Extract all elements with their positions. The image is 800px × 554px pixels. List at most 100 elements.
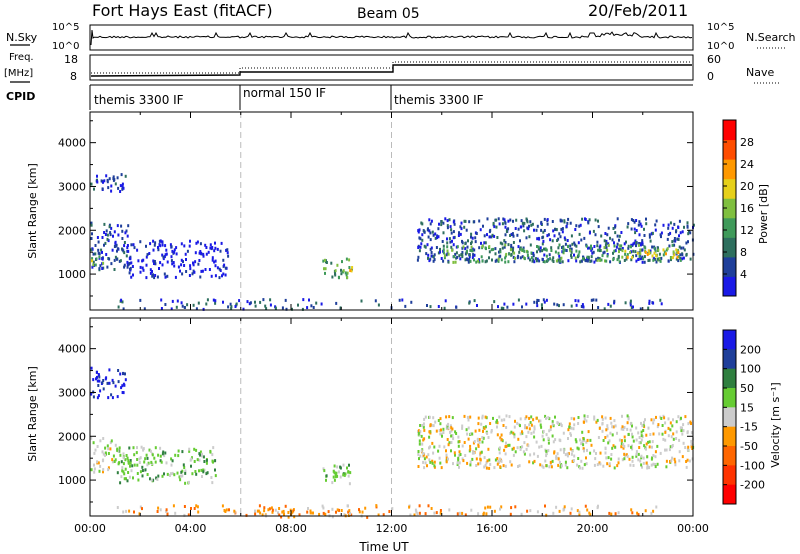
data-cell	[452, 230, 455, 234]
data-cell	[447, 443, 450, 447]
data-cell	[687, 422, 690, 426]
data-cell	[638, 436, 641, 439]
data-cell	[277, 511, 279, 515]
data-cell	[470, 240, 473, 244]
data-cell	[418, 442, 421, 446]
data-cell	[180, 263, 183, 267]
data-cell	[99, 264, 102, 268]
data-cell	[638, 446, 641, 449]
data-cell	[458, 465, 460, 469]
data-cell	[172, 261, 175, 264]
data-cell	[116, 471, 119, 475]
data-cell	[464, 454, 467, 457]
data-cell	[104, 446, 107, 450]
ground-scatter-cell	[122, 307, 125, 311]
data-cell	[505, 230, 508, 233]
data-cell	[558, 438, 561, 442]
colorbar-frame	[722, 329, 737, 505]
data-cell	[465, 428, 468, 432]
data-cell	[92, 378, 95, 382]
data-cell	[96, 396, 99, 400]
colorbar-tick-label: 15	[740, 401, 754, 414]
data-cell	[443, 445, 446, 449]
data-cell	[551, 434, 554, 438]
ground-scatter-cell	[361, 510, 364, 514]
x-tick-label: 08:00	[275, 522, 307, 535]
colorbar-swatch	[723, 388, 736, 408]
data-cell	[616, 234, 619, 238]
data-cell	[121, 182, 124, 186]
data-cell	[424, 461, 427, 465]
data-cell	[340, 268, 342, 272]
data-cell	[645, 222, 648, 226]
colorbar-swatch	[723, 139, 736, 160]
data-cell	[154, 241, 157, 245]
data-cell	[653, 251, 656, 255]
data-cell	[626, 414, 629, 418]
data-cell	[94, 448, 97, 452]
data-cell	[504, 221, 507, 225]
data-cell	[428, 458, 431, 462]
data-cell	[451, 239, 453, 243]
ground-scatter-cell	[489, 505, 492, 509]
data-cell	[209, 449, 212, 453]
data-cell	[257, 509, 260, 513]
data-cell	[421, 233, 424, 237]
data-cell	[345, 257, 348, 261]
data-cell	[539, 246, 542, 250]
data-cell	[623, 435, 626, 439]
data-cell	[666, 237, 669, 241]
data-cell	[141, 259, 144, 263]
nsearch-tick-bottom: 10^0	[707, 41, 734, 52]
data-cell	[570, 253, 572, 257]
data-cell	[478, 219, 481, 223]
ground-scatter-cell	[349, 512, 352, 515]
data-cell	[483, 234, 486, 238]
data-cell	[161, 240, 164, 244]
data-cell	[549, 257, 551, 261]
data-cell	[586, 255, 589, 259]
data-cell	[682, 423, 685, 427]
data-cell	[639, 222, 642, 226]
ground-scatter-cell	[165, 508, 168, 512]
data-cell	[596, 418, 599, 422]
data-cell	[105, 229, 108, 233]
data-cell	[664, 430, 667, 434]
data-cell	[466, 245, 469, 249]
data-cell	[161, 253, 164, 257]
cpid-label: CPID	[6, 90, 35, 103]
data-cell	[616, 258, 619, 262]
ground-scatter-cell	[629, 299, 632, 303]
ground-scatter-cell	[233, 509, 236, 513]
data-cell	[271, 510, 274, 514]
data-cell	[630, 445, 632, 449]
data-cell	[574, 438, 577, 442]
colorbar-tick-label: 8	[740, 246, 747, 259]
data-cell	[349, 471, 352, 475]
freq-unit: [MHz]	[4, 68, 33, 79]
data-cell	[468, 255, 471, 259]
data-cell	[590, 443, 593, 447]
data-cell	[610, 421, 613, 425]
data-cell	[108, 257, 111, 261]
ground-scatter-cell	[430, 507, 433, 510]
data-cell	[685, 465, 688, 469]
data-cell	[481, 259, 484, 263]
data-cell	[452, 462, 454, 466]
data-cell	[159, 454, 162, 458]
data-cell	[542, 430, 545, 433]
ground-scatter-cell	[609, 304, 612, 308]
data-cell	[519, 424, 521, 428]
data-cell	[428, 259, 431, 263]
data-cell	[281, 510, 284, 514]
data-cell	[136, 463, 139, 467]
data-cell	[577, 241, 580, 245]
data-cell	[471, 249, 474, 253]
data-cell	[97, 394, 100, 398]
ground-scatter-cell	[526, 509, 529, 513]
data-cell	[590, 259, 593, 263]
data-cell	[90, 248, 93, 252]
data-cell	[460, 221, 463, 225]
data-cell	[677, 238, 680, 241]
data-cell	[669, 231, 672, 235]
